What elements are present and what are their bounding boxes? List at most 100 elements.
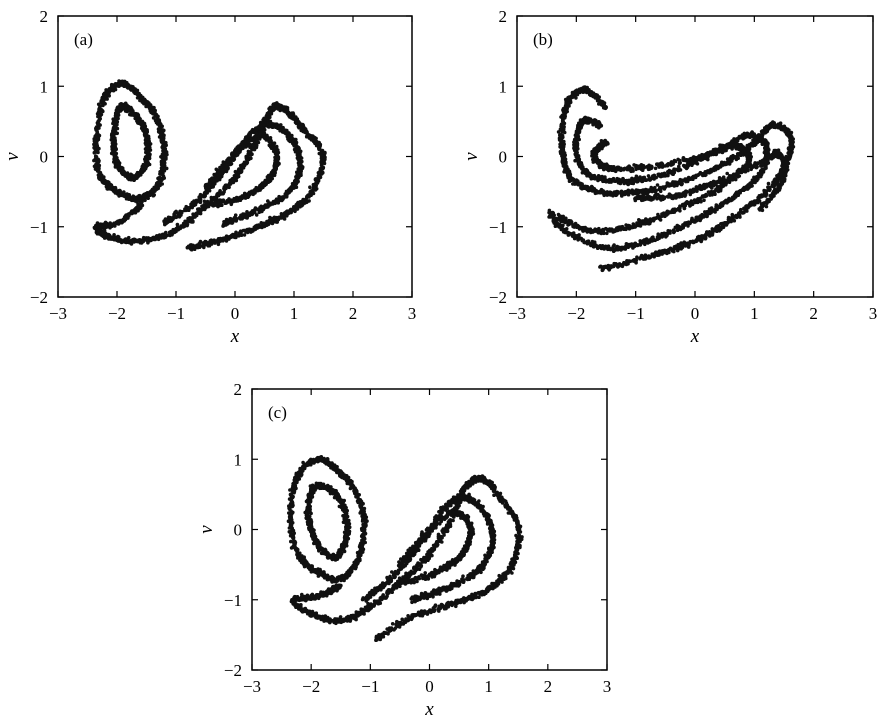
scatter-point: [223, 183, 228, 188]
scatter-point: [251, 143, 256, 148]
scatter-point: [722, 160, 727, 165]
scatter-point: [234, 195, 239, 200]
scatter-point: [237, 167, 241, 171]
scatter-point: [129, 198, 134, 203]
scatter-point: [95, 169, 100, 173]
scatter-point: [222, 223, 226, 227]
scatter-point: [101, 109, 105, 114]
scatter-point: [778, 121, 783, 125]
scatter-point: [268, 218, 273, 223]
scatter-point: [191, 220, 195, 224]
scatter-point: [168, 215, 173, 220]
scatter-point: [323, 150, 327, 155]
scatter-point: [298, 201, 303, 206]
scatter-point: [164, 230, 168, 235]
scatter-point: [99, 177, 104, 182]
scatter-point: [125, 192, 129, 196]
scatter-point: [241, 144, 246, 148]
x-tick-label: 0: [231, 304, 240, 323]
scatter-point: [266, 199, 270, 203]
scatter-point: [757, 194, 762, 198]
x-tick-label: 1: [290, 304, 299, 323]
scatter-point: [678, 181, 682, 185]
scatter-point: [775, 174, 779, 178]
x-tick-label: 2: [349, 304, 358, 323]
scatter-point: [236, 151, 241, 155]
scatter-point: [298, 166, 302, 170]
y-tick-label: 0: [40, 148, 49, 167]
scatter-point: [791, 137, 795, 141]
scatter-point: [128, 84, 133, 89]
scatter-point: [131, 112, 136, 117]
scatter-point: [660, 185, 665, 190]
scatter-point: [705, 169, 710, 173]
scatter-point: [556, 130, 561, 134]
scatter-point: [298, 149, 303, 154]
scatter-point: [600, 265, 604, 270]
y-tick-label: −1: [30, 218, 48, 237]
scatter-point: [158, 122, 162, 127]
scatter-point: [92, 150, 97, 155]
scatter-point: [737, 211, 741, 215]
scatter-point: [164, 150, 169, 154]
scatter-points: [547, 85, 796, 273]
scatter-point: [650, 252, 654, 256]
scatter-point: [771, 180, 775, 185]
scatter-point: [245, 158, 249, 162]
scatter-point: [715, 228, 719, 233]
scatter-point: [111, 125, 116, 130]
x-tick-label: −3: [49, 304, 67, 323]
scatter-point: [222, 199, 226, 204]
y-tick-label: 2: [40, 7, 49, 26]
scatter-point: [109, 183, 114, 187]
scatter-point: [151, 116, 156, 120]
scatter-point: [270, 221, 275, 226]
scatter-point: [164, 166, 169, 171]
scatter-point: [105, 187, 109, 191]
scatter-point: [96, 150, 100, 155]
scatter-point: [188, 216, 193, 221]
scatter-point: [216, 242, 221, 247]
scatter-point: [766, 181, 771, 186]
scatter-point: [590, 185, 595, 190]
scatter-point: [671, 180, 675, 184]
scatter-point: [615, 191, 620, 195]
scatter-point: [185, 245, 190, 250]
scatter-point: [133, 87, 137, 91]
scatter-point: [96, 122, 101, 127]
scatter-point: [267, 138, 272, 143]
x-tick-label: −1: [167, 304, 185, 323]
scatter-point: [320, 161, 324, 165]
scatter-point: [162, 144, 167, 149]
scatter-point: [249, 153, 253, 157]
scatter-point: [137, 193, 142, 198]
scatter-point: [294, 137, 298, 142]
scatter-point: [140, 100, 145, 104]
scatter-point: [141, 239, 146, 244]
scatter-point: [207, 185, 211, 189]
x-tick-label: −2: [108, 304, 126, 323]
scatter-point: [195, 200, 199, 204]
scatter-point: [135, 92, 139, 96]
scatter-point: [606, 265, 611, 269]
scatter-point: [680, 243, 685, 247]
scatter-point: [238, 216, 242, 220]
scatter-point: [215, 169, 220, 174]
scatter-point: [97, 163, 102, 168]
scatter-point: [262, 221, 266, 226]
scatter-point: [665, 251, 669, 256]
scatter-point: [733, 155, 737, 159]
scatter-point: [151, 105, 155, 110]
scatter-point: [786, 146, 791, 150]
scatter-point: [231, 154, 236, 159]
scatter-points: [92, 79, 327, 252]
scatter-point: [278, 216, 283, 220]
scatter-point: [209, 239, 213, 243]
scatter-point: [160, 182, 164, 186]
scatter-point: [597, 102, 601, 106]
scatter-point: [249, 156, 253, 161]
scatter-point: [261, 206, 265, 210]
scatter-point: [282, 217, 287, 221]
